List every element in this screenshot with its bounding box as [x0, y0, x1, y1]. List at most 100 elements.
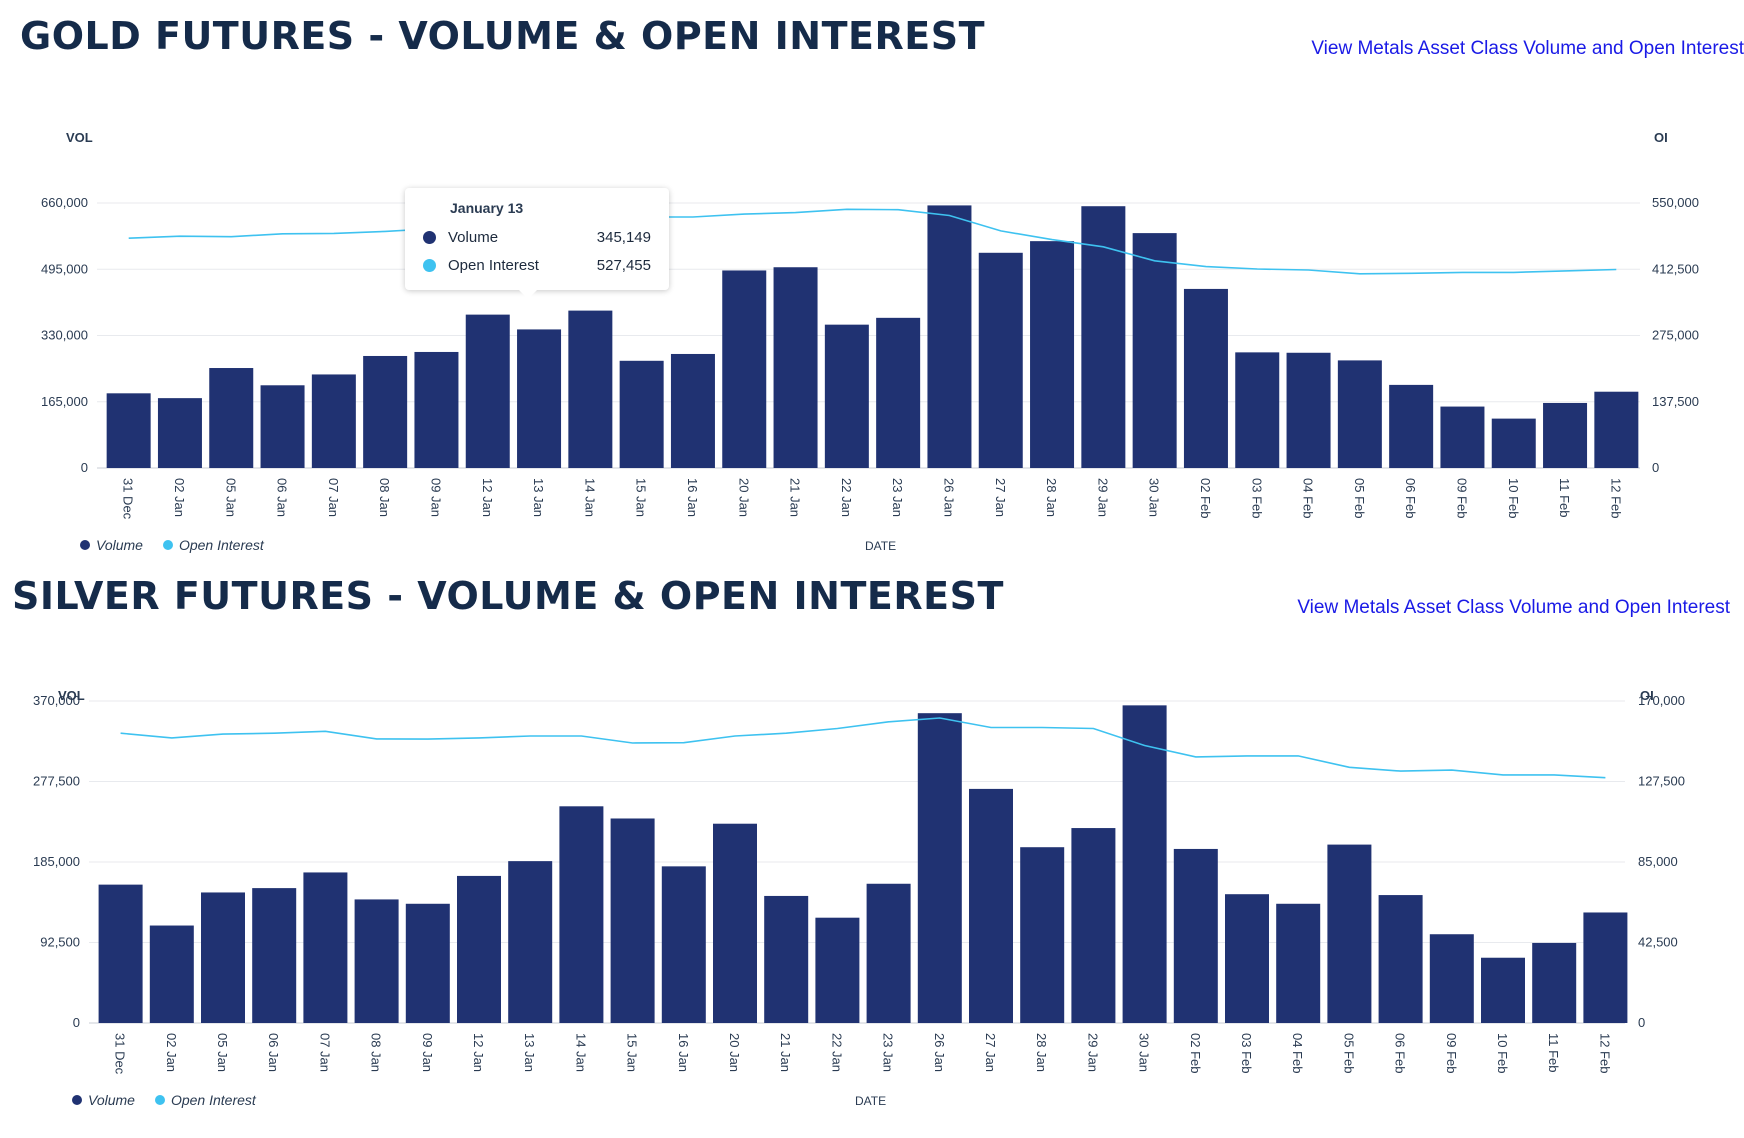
silver-volume-bar[interactable] [1173, 848, 1218, 1023]
gold-volume-bar[interactable] [1440, 406, 1485, 468]
silver-x-tick-label: 13 Jan [522, 1033, 537, 1072]
gold-volume-bar[interactable] [773, 267, 818, 468]
gold-volume-bar[interactable] [1337, 360, 1382, 468]
silver-volume-bar[interactable] [303, 872, 348, 1023]
silver-x-tick-label: 05 Feb [1341, 1033, 1356, 1073]
silver-volume-bar[interactable] [1225, 894, 1269, 1023]
silver-volume-bar[interactable] [149, 925, 194, 1023]
gold-volume-bar[interactable] [670, 353, 715, 468]
gold-x-tick-label: 12 Jan [480, 478, 495, 517]
silver-volume-bar[interactable] [559, 806, 604, 1023]
open-interest-dot-icon [423, 259, 436, 272]
gold-x-tick-label: 16 Jan [685, 478, 700, 517]
silver-volume-bar[interactable] [917, 713, 962, 1023]
silver-volume-bar[interactable] [1071, 828, 1116, 1023]
gold-volume-bar[interactable] [1389, 384, 1434, 468]
silver-volume-bar[interactable] [1327, 844, 1372, 1023]
gold-volume-bar[interactable] [414, 351, 459, 468]
gold-volume-bar[interactable] [209, 368, 254, 468]
gold-volume-bar[interactable] [1543, 402, 1588, 468]
tooltip-oi-value: 527,455 [596, 257, 651, 274]
silver-volume-bar[interactable] [969, 788, 1013, 1023]
silver-volume-bar[interactable] [1583, 912, 1628, 1023]
silver-volume-bar[interactable] [98, 884, 143, 1023]
silver-volume-bar[interactable] [252, 888, 297, 1023]
gold-legend-volume[interactable]: Volume [80, 537, 143, 553]
gold-volume-bar[interactable] [363, 355, 408, 468]
gold-x-tick-label: 12 Feb [1608, 478, 1623, 518]
silver-metals-link[interactable]: View Metals Asset Class Volume and Open … [1297, 597, 1730, 618]
gold-tooltip: January 13 Volume 345,149 Open Interest … [405, 188, 669, 299]
volume-dot-icon [72, 1095, 82, 1105]
gold-volume-bar[interactable] [1594, 391, 1639, 468]
silver-volume-bar[interactable] [610, 818, 655, 1023]
gold-volume-bar[interactable] [157, 398, 202, 468]
silver-x-tick-label: 12 Feb [1597, 1033, 1612, 1073]
gold-volume-bar[interactable] [517, 329, 562, 468]
silver-volume-bar[interactable] [201, 892, 245, 1023]
gold-volume-bar[interactable] [876, 317, 921, 468]
silver-oi-tick-label: 127,500 [1638, 774, 1685, 789]
silver-volume-bar[interactable] [1020, 847, 1065, 1023]
gold-volume-bar[interactable] [568, 310, 613, 468]
silver-legend-oi[interactable]: Open Interest [154, 1092, 256, 1108]
gold-oi-tick-label: 550,000 [1652, 195, 1699, 210]
silver-x-tick-label: 23 Jan [881, 1033, 896, 1072]
gold-vol-tick-label: 165,000 [41, 394, 88, 409]
gold-volume-bar[interactable] [1081, 206, 1126, 468]
gold-x-tick-label: 29 Jan [1095, 478, 1110, 517]
silver-open-interest-line[interactable] [120, 717, 1606, 779]
gold-volume-bar[interactable] [260, 385, 305, 468]
gold-volume-bar[interactable] [465, 314, 510, 468]
gold-volume-bar[interactable] [1030, 241, 1075, 468]
silver-x-axis-label: DATE [855, 1094, 887, 1108]
silver-volume-bar[interactable] [764, 895, 809, 1023]
gold-volume-bar[interactable] [978, 252, 1023, 468]
silver-x-tick-label: 05 Jan [215, 1033, 230, 1072]
silver-volume-bar[interactable] [1122, 705, 1167, 1023]
silver-volume-bar[interactable] [866, 883, 911, 1023]
silver-volume-bar[interactable] [661, 866, 706, 1023]
silver-volume-bar[interactable] [457, 875, 501, 1023]
silver-legend-volume[interactable]: Volume [72, 1092, 135, 1108]
gold-volume-bar[interactable] [1491, 418, 1536, 468]
gold-volume-bar[interactable] [1286, 352, 1331, 468]
gold-x-tick-label: 22 Jan [839, 478, 854, 517]
gold-volume-bar[interactable] [927, 205, 972, 468]
gold-x-tick-label: 13 Jan [531, 478, 546, 517]
gold-volume-bar[interactable] [722, 270, 767, 468]
gold-metals-link[interactable]: View Metals Asset Class Volume and Open … [1311, 38, 1744, 59]
silver-x-tick-label: 14 Jan [573, 1033, 588, 1072]
gold-volume-bar[interactable] [1132, 233, 1177, 468]
silver-volume-bar[interactable] [1378, 895, 1423, 1023]
silver-legend: Volume Open Interest [72, 1092, 270, 1108]
silver-x-tick-label: 07 Jan [317, 1033, 332, 1072]
silver-volume-bar[interactable] [1276, 903, 1321, 1023]
silver-oi-tick-label: 42,500 [1638, 935, 1678, 950]
silver-volume-bar[interactable] [405, 903, 450, 1023]
silver-volume-bar[interactable] [354, 899, 399, 1023]
gold-oi-tick-label: 137,500 [1652, 394, 1699, 409]
gold-volume-bar[interactable] [106, 393, 151, 468]
silver-volume-bar[interactable] [713, 823, 757, 1023]
gold-legend-oi[interactable]: Open Interest [162, 537, 264, 553]
gold-volume-bar[interactable] [619, 360, 664, 468]
gold-volume-bar[interactable] [311, 374, 356, 468]
silver-volume-bar[interactable] [815, 917, 860, 1023]
silver-vol-tick-label: 370,000 [33, 693, 80, 708]
gold-open-interest-line[interactable] [128, 208, 1617, 275]
silver-x-tick-label: 06 Feb [1393, 1033, 1408, 1073]
gold-x-tick-label: 27 Jan [993, 478, 1008, 517]
gold-volume-bar[interactable] [1183, 288, 1228, 468]
silver-legend-volume-label: Volume [88, 1092, 135, 1108]
silver-volume-bar[interactable] [508, 861, 553, 1023]
gold-x-tick-label: 03 Feb [1249, 478, 1264, 518]
gold-volume-bar[interactable] [824, 324, 869, 468]
volume-dot-icon [80, 540, 90, 550]
gold-x-tick-label: 20 Jan [736, 478, 751, 517]
gold-volume-bar[interactable] [1235, 352, 1280, 468]
silver-volume-bar[interactable] [1532, 942, 1577, 1023]
silver-volume-bar[interactable] [1481, 957, 1525, 1023]
silver-x-tick-label: 10 Feb [1495, 1033, 1510, 1073]
silver-volume-bar[interactable] [1429, 934, 1474, 1023]
